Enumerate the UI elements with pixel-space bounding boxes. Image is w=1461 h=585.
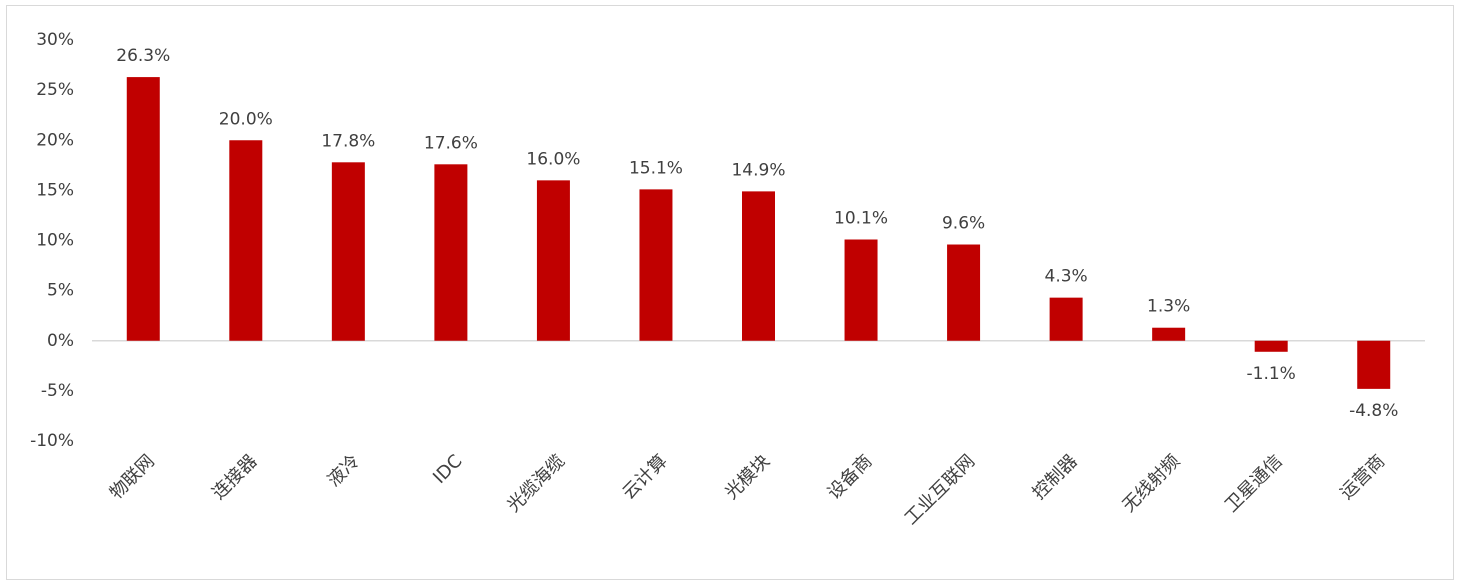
data-label: 15.1% bbox=[629, 158, 683, 178]
x-tick-label: 卫星通信 bbox=[1221, 451, 1287, 517]
x-tick-label: 光模块 bbox=[721, 451, 774, 504]
x-tick-label: IDC bbox=[429, 451, 466, 488]
bar bbox=[844, 239, 878, 341]
x-tick-label: 运营商 bbox=[1336, 451, 1389, 504]
bar bbox=[1049, 297, 1083, 341]
data-label: 4.3% bbox=[1045, 267, 1088, 287]
bar bbox=[947, 244, 981, 341]
bar bbox=[126, 77, 160, 341]
bar bbox=[742, 191, 775, 341]
y-tick-label: 15% bbox=[36, 180, 74, 200]
bar bbox=[434, 164, 468, 341]
x-tick-label: 物联网 bbox=[106, 451, 159, 504]
data-label: 9.6% bbox=[942, 214, 985, 234]
x-tick-label: 控制器 bbox=[1029, 451, 1082, 504]
y-tick-label: -5% bbox=[41, 381, 74, 401]
data-label: -4.8% bbox=[1349, 401, 1398, 421]
bar bbox=[1357, 340, 1391, 389]
x-tick-label: 液冷 bbox=[324, 451, 364, 491]
data-label: 17.8% bbox=[321, 131, 375, 151]
bar bbox=[229, 140, 263, 341]
y-tick-label: -10% bbox=[30, 431, 74, 451]
y-tick-label: 5% bbox=[47, 281, 74, 301]
bar bbox=[1152, 327, 1186, 341]
bar bbox=[1254, 340, 1288, 352]
y-tick-label: 25% bbox=[36, 80, 74, 100]
y-tick-label: 0% bbox=[47, 331, 74, 351]
bar bbox=[536, 180, 570, 341]
data-label: 20.0% bbox=[219, 109, 273, 129]
bar bbox=[639, 189, 673, 341]
data-label: -1.1% bbox=[1247, 364, 1296, 384]
x-tick-label: 设备商 bbox=[824, 451, 877, 504]
data-label: 14.9% bbox=[731, 160, 785, 180]
x-tick-label: 连接器 bbox=[208, 451, 261, 504]
data-label: 1.3% bbox=[1147, 297, 1190, 317]
y-tick-label: 30% bbox=[36, 30, 74, 50]
x-tick-label: 工业互联网 bbox=[901, 451, 979, 529]
data-label: 26.3% bbox=[116, 46, 170, 66]
data-label: 10.1% bbox=[834, 208, 888, 228]
y-tick-label: 20% bbox=[36, 130, 74, 150]
x-tick-label: 无线射频 bbox=[1118, 451, 1184, 517]
x-tick-label: 云计算 bbox=[618, 451, 671, 504]
data-label: 17.6% bbox=[424, 133, 478, 153]
bar bbox=[331, 162, 365, 341]
y-tick-label: 10% bbox=[36, 231, 74, 251]
data-label: 16.0% bbox=[526, 149, 580, 169]
x-tick-label: 光缆海缆 bbox=[503, 451, 569, 517]
